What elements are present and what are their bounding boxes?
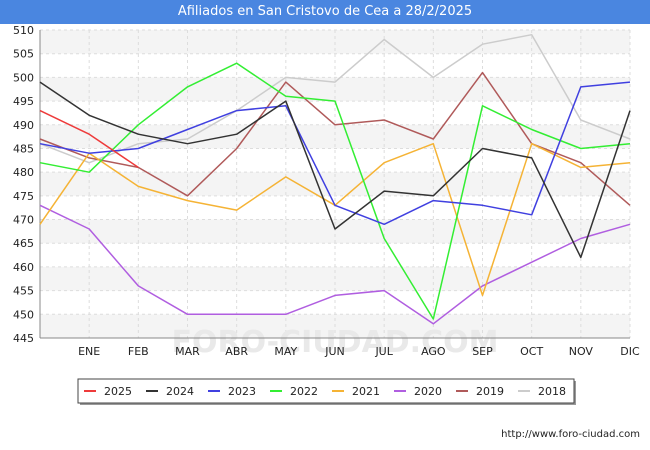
legend-label: 2024 <box>166 385 194 398</box>
grid-band <box>40 30 630 54</box>
y-tick-label: 455 <box>13 285 34 298</box>
x-tick-label: ABR <box>225 345 248 358</box>
legend-label: 2019 <box>476 385 504 398</box>
y-tick-label: 460 <box>13 261 34 274</box>
x-tick-label: SEP <box>472 345 493 358</box>
x-tick-label: OCT <box>520 345 543 358</box>
legend-label: 2018 <box>538 385 566 398</box>
x-tick-label: ENE <box>78 345 100 358</box>
legend-label: 2022 <box>290 385 318 398</box>
x-tick-label: JUN <box>324 345 345 358</box>
title-bar <box>0 0 650 24</box>
x-tick-label: JUL <box>374 345 393 358</box>
y-tick-label: 505 <box>13 48 34 61</box>
grid-band <box>40 172 630 196</box>
series-line-2022 <box>39 62 631 320</box>
y-tick-label: 445 <box>13 332 34 345</box>
legend-label: 2023 <box>228 385 256 398</box>
y-tick-label: 465 <box>13 237 34 250</box>
y-tick-label: 500 <box>13 71 34 84</box>
y-tick-label: 470 <box>13 214 34 227</box>
y-tick-label: 480 <box>13 166 34 179</box>
series-line-2024 <box>39 81 631 259</box>
x-tick-label: NOV <box>569 345 594 358</box>
chart-title: Afiliados en San Cristovo de Cea a 28/2/… <box>177 4 473 19</box>
legend-label: 2020 <box>414 385 442 398</box>
series-line-2020 <box>39 204 631 325</box>
legend <box>77 378 575 404</box>
x-tick-label: MAR <box>175 345 200 358</box>
x-tick-label: AGO <box>421 345 446 358</box>
y-tick-label: 490 <box>13 119 34 132</box>
legend-label: 2021 <box>352 385 380 398</box>
legend-label: 2025 <box>104 385 132 398</box>
x-tick-label: FEB <box>128 345 149 358</box>
series-line-2025 <box>39 109 139 169</box>
y-tick-label: 475 <box>13 190 34 203</box>
grid-band <box>40 77 630 102</box>
y-tick-label: 495 <box>13 95 34 108</box>
grid-band <box>40 219 630 244</box>
x-tick-label: MAY <box>274 345 297 358</box>
watermark: FORO-CIUDAD.COM <box>172 325 499 360</box>
source-url: http://www.foro-ciudad.com <box>501 429 640 440</box>
grid-band <box>40 124 630 149</box>
series-line-2018 <box>39 33 631 164</box>
y-tick-label: 450 <box>13 308 34 321</box>
y-tick-label: 510 <box>13 24 34 37</box>
series-line-2023 <box>39 81 631 226</box>
y-tick-label: 485 <box>13 142 34 155</box>
x-tick-label: DIC <box>620 345 640 358</box>
